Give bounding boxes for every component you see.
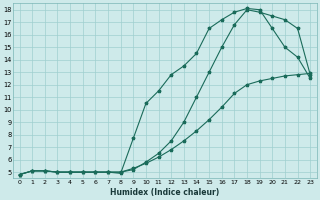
X-axis label: Humidex (Indice chaleur): Humidex (Indice chaleur) [110, 188, 220, 197]
